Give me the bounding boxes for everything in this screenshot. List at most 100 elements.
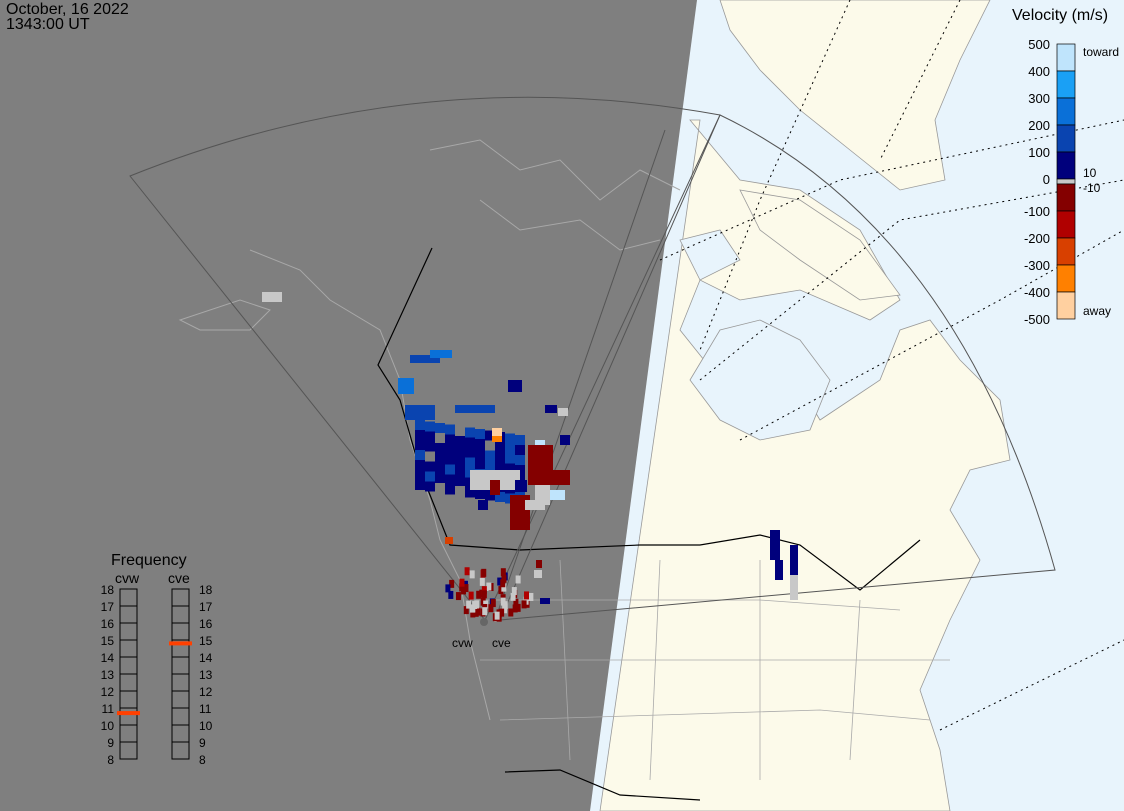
velocity-cell [485,460,495,471]
frequency-tick-label: 15 [101,634,115,648]
velocity-cell [499,608,505,617]
velocity-tick-label: 200 [1028,118,1050,133]
frequency-radar-cvw: cvw [115,570,140,586]
velocity-cell [465,437,475,448]
velocity-cell [508,608,514,617]
velocity-cell [510,592,516,601]
velocity-cell [435,453,445,463]
velocity-color-segment [1056,237,1076,266]
velocity-cell [425,461,435,472]
velocity-cell [455,476,465,486]
velocity-cell [415,470,425,480]
away-label: away [1083,304,1111,318]
velocity-cell [511,587,517,596]
velocity-cell [790,545,798,575]
frequency-scale-cell [119,741,138,760]
velocity-cell [448,590,454,599]
velocity-cell [770,530,780,560]
velocity-legend: Velocity (m/s) 500 400 300 200 100 0 -100 -200 -… [1012,7,1119,327]
velocity-cell [463,606,469,615]
velocity-cell [470,609,476,618]
velocity-cell [498,586,504,595]
velocity-cell [790,575,798,600]
velocity-cell [475,449,485,459]
velocity-cell [449,579,455,588]
velocity-cell [469,570,475,579]
velocity-cell [535,440,545,448]
velocity-tick-label: -200 [1024,231,1050,246]
velocity-cell [500,568,506,577]
velocity-cell [445,454,455,465]
velocity-cell [445,444,455,455]
velocity-tick-label: 0 [1043,172,1050,187]
coastlines-night [178,139,681,721]
frequency-tick-label: 11 [102,702,115,716]
frequency-tick-label: 17 [199,600,213,614]
velocity-cell [459,578,465,587]
velocity-color-segment [1056,210,1076,239]
velocity-color-segment [1056,178,1076,185]
velocity-tick-label: -100 [1024,204,1050,219]
frequency-tick-label: 12 [101,685,115,699]
velocity-cell [485,490,495,501]
radar-site-cvw [480,618,488,626]
frequency-tick-label: 11 [199,702,212,716]
neg-threshold-label: -10 [1083,181,1101,195]
velocity-cell [478,500,488,510]
velocity-cell [415,430,425,440]
velocity-cell [560,435,570,445]
velocity-cell [445,434,455,445]
velocity-cell [425,481,435,492]
frequency-tick-label: 10 [101,719,115,733]
velocity-cell [505,463,515,474]
frequency-marker-cve [169,641,192,646]
frequency-tick-label: 8 [199,753,206,767]
velocity-cell [465,447,475,458]
velocity-cell [536,560,542,568]
hudson-bay [679,229,831,441]
velocity-cell [502,601,508,610]
velocity-cell [479,577,485,586]
velocity-cell [455,436,465,446]
velocity-tick-label: 500 [1028,37,1050,52]
velocity-color-segment [1056,97,1076,126]
velocity-cell [479,589,485,598]
velocity-color-segment [1056,264,1076,293]
velocity-cell [435,473,445,483]
velocity-cell [521,600,527,609]
baffin-island [739,189,901,301]
velocity-cell [425,421,435,432]
velocity-cell [525,500,545,510]
frequency-tick-label: 8 [107,753,114,767]
frequency-panel: Frequency cvw cve 18 17 16 15 14 13 12 11 10 9 8 18… [101,552,213,767]
velocity-cell [481,590,487,599]
frequency-tick-label: 12 [199,685,213,699]
radar-label-cve: cve [492,636,511,650]
frequency-tick-label: 14 [199,651,213,665]
velocity-cell [425,431,435,442]
velocity-tick-label: 100 [1028,145,1050,160]
velocity-cell [415,460,425,470]
velocity-cell [545,405,557,413]
velocity-cell [501,574,507,583]
radar-fields-of-view [129,96,1056,621]
velocity-cell [445,484,455,495]
frequency-tick-label: 9 [199,736,206,750]
velocity-cell [486,582,492,591]
latitude-grid [659,0,1124,731]
velocity-cell [415,450,425,460]
velocity-cell [262,292,282,302]
frequency-title: Frequency [111,552,187,569]
velocity-cell [465,487,475,498]
velocity-cell [445,474,455,485]
velocity-cell [425,471,435,482]
velocity-cell [481,568,487,577]
frequency-radar-cve: cve [168,570,190,586]
velocity-cell [540,598,550,604]
velocity-cell [488,604,494,613]
velocity-cell [475,439,485,449]
velocity-cell [459,583,465,592]
velocity-color-segment [1056,124,1076,153]
velocity-cell [445,464,455,475]
velocity-cell [455,446,465,456]
